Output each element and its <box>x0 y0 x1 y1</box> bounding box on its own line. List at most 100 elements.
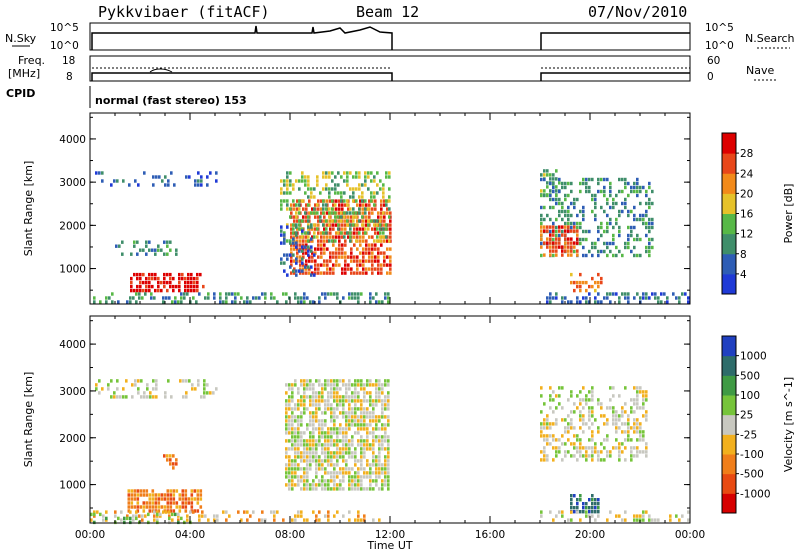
scatter-cell <box>125 395 128 399</box>
scatter-cell <box>648 245 651 250</box>
scatter-cell <box>331 211 334 215</box>
scatter-cell <box>564 225 567 229</box>
scatter-cell <box>184 509 188 513</box>
scatter-cell <box>301 261 304 265</box>
scatter-cell <box>315 471 318 475</box>
scatter-cell <box>606 434 609 438</box>
scatter-cell <box>603 249 606 254</box>
scatter-cell <box>297 399 300 403</box>
scatter-cell <box>198 518 201 522</box>
scatter-cell <box>606 454 609 458</box>
scatter-cell <box>333 475 336 479</box>
scatter-cell <box>375 467 378 471</box>
scatter-cell <box>591 430 594 434</box>
scatter-cell <box>136 284 139 289</box>
scatter-cell <box>546 434 549 438</box>
scatter-cell <box>564 209 567 214</box>
scatter-cell <box>540 426 543 430</box>
scatter-cell <box>609 181 612 186</box>
scatter-cell <box>307 183 310 187</box>
scatter-cell <box>320 251 323 255</box>
scatter-cell <box>324 387 327 391</box>
scatter-cell <box>294 459 297 463</box>
scatter-cell <box>315 467 318 471</box>
scatter-cell <box>294 447 297 451</box>
scatter-cell <box>288 383 291 387</box>
scatter-cell <box>360 423 363 427</box>
scatter-cell <box>312 395 315 399</box>
scatter-cell <box>627 414 630 418</box>
scatter-cell <box>570 221 573 226</box>
scatter-cell <box>582 506 585 510</box>
scatter-cell <box>369 379 372 383</box>
scatter-cell <box>336 399 339 403</box>
scatter-cell <box>639 422 642 426</box>
scatter-cell <box>621 430 624 434</box>
scatter-cell <box>329 267 332 271</box>
scatter-cell <box>386 239 389 243</box>
scatter-cell <box>98 391 101 395</box>
scatter-cell <box>102 514 105 518</box>
scatter-cell <box>339 399 342 403</box>
scatter-cell <box>169 454 172 458</box>
scatter-cell <box>576 221 579 226</box>
scatter-cell <box>345 439 348 443</box>
scatter-cell <box>148 501 152 505</box>
scatter-cell <box>321 411 324 415</box>
scatter-cell <box>543 426 546 430</box>
scatter-cell <box>351 395 354 399</box>
scatter-cell <box>331 207 334 211</box>
scatter-cell <box>354 423 357 427</box>
scatter-cell <box>348 439 351 443</box>
scatter-cell <box>594 518 597 522</box>
scatter-cell <box>355 211 358 215</box>
scatter-cell <box>342 407 345 411</box>
scatter-cell <box>579 518 582 522</box>
scatter-cell <box>307 187 310 191</box>
scatter-cell <box>326 259 329 263</box>
scatter-cell <box>579 414 582 418</box>
scatter-cell <box>354 471 357 475</box>
scatter-cell <box>648 253 651 258</box>
scatter-cell <box>366 439 369 443</box>
scatter-cell <box>143 395 146 399</box>
scatter-cell <box>357 467 360 471</box>
scatter-cell <box>291 391 294 395</box>
scatter-cell <box>388 187 391 191</box>
scatter-cell <box>283 235 286 239</box>
scatter-cell <box>549 245 552 249</box>
scatter-cell <box>570 502 573 506</box>
scatter-cell <box>378 399 381 403</box>
scatter-cell <box>169 509 173 513</box>
scatter-cell <box>642 217 645 222</box>
scatter-cell <box>300 300 303 304</box>
scatter-cell <box>294 483 297 487</box>
scatter-cell <box>301 231 304 235</box>
scatter-cell <box>639 201 642 206</box>
scatter-cell <box>314 267 317 271</box>
scatter-cell <box>370 191 373 195</box>
scatter-cell <box>310 265 313 269</box>
scatter-cell <box>327 518 330 522</box>
scatter-cell <box>166 280 169 285</box>
scatter-cell <box>328 207 331 211</box>
scatter-cell <box>294 439 297 443</box>
scatter-cell <box>609 300 612 304</box>
scatter-cell <box>301 249 304 253</box>
scatter-cell <box>639 217 642 222</box>
scatter-cell <box>167 183 170 187</box>
scatter-cell <box>360 447 363 451</box>
scatter-cell <box>588 514 591 518</box>
scatter-cell <box>573 506 576 510</box>
scatter-cell <box>636 514 639 518</box>
scatter-cell <box>576 458 579 462</box>
scatter-cell <box>340 219 343 223</box>
scatter-cell <box>375 391 378 395</box>
scatter-cell <box>645 189 648 194</box>
scatter-cell <box>320 235 323 239</box>
scatter-cell <box>654 296 657 300</box>
scatter-cell <box>582 280 585 285</box>
scatter-cell <box>627 193 630 198</box>
scatter-cell <box>381 467 384 471</box>
scatter-cell <box>187 288 190 293</box>
